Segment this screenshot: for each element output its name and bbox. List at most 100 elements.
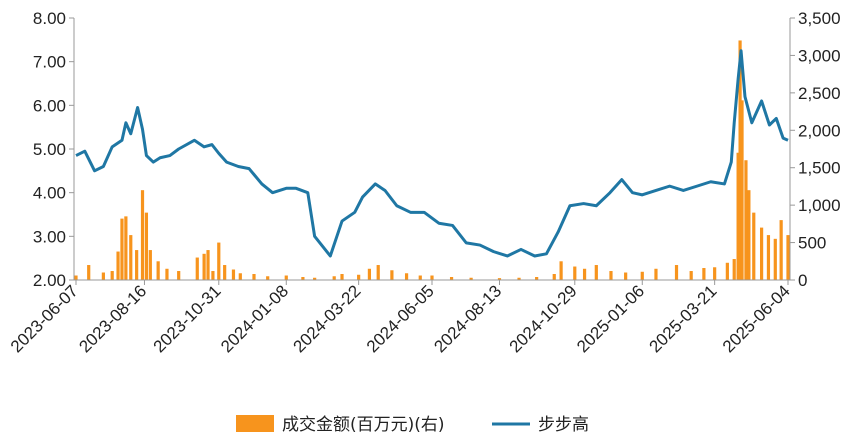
y-right-tick-label-6: 3,000 <box>798 46 841 65</box>
volume-bar-22 <box>238 273 242 280</box>
volume-bar-17 <box>206 250 210 280</box>
y-left-tick-label-0: 2.00 <box>33 271 66 290</box>
y-left-tick-label-1: 3.00 <box>33 227 66 246</box>
volume-bar-47 <box>609 271 613 280</box>
volume-bar-32 <box>376 265 380 280</box>
volume-bar-54 <box>713 267 717 280</box>
volume-bar-23 <box>252 274 256 280</box>
volume-bar-2 <box>101 272 105 280</box>
volume-bar-13 <box>165 268 169 280</box>
volume-bar-45 <box>582 268 587 280</box>
volume-bar-38 <box>469 277 473 280</box>
volume-bar-40 <box>517 277 521 280</box>
y-right-tick-label-0: 0 <box>798 271 807 290</box>
volume-bar-7 <box>129 235 133 280</box>
y-left-tick-label-5: 7.00 <box>33 53 66 72</box>
x-tick-label-6: 2024-08-13 <box>430 281 505 356</box>
y-left-tick-label-2: 4.00 <box>33 184 66 203</box>
volume-bar-37 <box>449 277 454 280</box>
volume-bar-63 <box>759 227 764 280</box>
y-right-tick-label-4: 2,000 <box>798 121 841 140</box>
volume-bar-44 <box>573 266 577 280</box>
x-tick-label-1: 2023-08-16 <box>75 281 150 356</box>
volume-bar-5 <box>120 218 124 280</box>
volume-bar-15 <box>195 257 199 280</box>
volume-bar-39 <box>497 278 502 280</box>
volume-bar-46 <box>594 265 598 280</box>
volume-bar-14 <box>177 271 181 280</box>
volume-bar-36 <box>430 275 434 280</box>
volume-bar-43 <box>559 261 563 280</box>
volume-bar-18 <box>211 271 215 280</box>
volume-bar-11 <box>148 250 152 280</box>
x-tick-label-2: 2023-10-31 <box>150 281 225 356</box>
x-tick-label-7: 2024-10-29 <box>506 281 581 356</box>
volume-bar-8 <box>135 250 139 280</box>
y-right-tick-label-2: 1,000 <box>798 196 841 215</box>
volume-bar-61 <box>747 190 751 280</box>
volume-bar-34 <box>404 273 409 280</box>
volume-bar-52 <box>689 271 693 280</box>
volume-bar-20 <box>223 265 227 280</box>
volume-bar-4 <box>116 251 120 280</box>
volume-bar-9 <box>140 190 145 280</box>
volume-bar-0 <box>74 275 78 280</box>
y-left-tick-label-3: 5.00 <box>33 140 66 159</box>
volume-bar-31 <box>367 268 372 280</box>
y-left-tick-label-6: 8.00 <box>33 9 66 28</box>
volume-bar-27 <box>313 277 317 280</box>
volume-bar-3 <box>110 271 114 280</box>
y-left-tick-label-4: 6.00 <box>33 96 66 115</box>
volume-bar-12 <box>156 261 160 280</box>
volume-bar-50 <box>654 268 658 280</box>
volume-bar-6 <box>124 216 128 280</box>
volume-bar-30 <box>357 274 361 280</box>
volume-bar-67 <box>786 235 790 280</box>
legend-label-volume: 成交金额(百万元)(右) <box>282 415 445 435</box>
volume-bar-62 <box>752 212 756 280</box>
x-tick-label-8: 2025-01-06 <box>573 281 648 356</box>
x-tick-label-9: 2025-03-21 <box>646 281 721 356</box>
y-right-tick-label-3: 1,500 <box>798 159 841 178</box>
volume-bar-64 <box>766 235 771 280</box>
volume-bar-58 <box>738 40 742 281</box>
x-tick-label-4: 2024-03-22 <box>290 281 365 356</box>
price-line <box>75 49 789 258</box>
volume-bar-16 <box>202 253 206 280</box>
x-tick-label-10: 2025-06-04 <box>719 281 794 356</box>
y-right-tick-label-1: 500 <box>798 234 826 253</box>
x-tick-label-3: 2024-01-08 <box>217 281 292 356</box>
volume-bar-51 <box>674 265 679 280</box>
legend: 成交金额(百万元)(右) 步步高 <box>236 415 589 435</box>
volume-bar-65 <box>773 238 777 280</box>
volume-bar-42 <box>552 274 556 280</box>
volume-bar-66 <box>779 220 783 280</box>
volume-bar-53 <box>702 268 706 280</box>
volume-bars <box>74 40 790 281</box>
volume-bar-25 <box>284 275 288 280</box>
x-tick-label-5: 2024-06-05 <box>363 281 438 356</box>
volume-bar-55 <box>725 262 729 280</box>
y-right-tick-label-7: 3,500 <box>798 9 841 28</box>
volume-bar-19 <box>217 242 221 280</box>
y-right-tick-label-5: 2,500 <box>798 84 841 103</box>
volume-bar-26 <box>301 277 305 280</box>
volume-bar-56 <box>732 259 736 280</box>
volume-bar-35 <box>418 275 422 280</box>
volume-bar-28 <box>332 276 336 280</box>
volume-bar-41 <box>535 277 539 280</box>
volume-bar-29 <box>340 274 344 280</box>
volume-bar-49 <box>640 271 644 280</box>
x-tick-label-0: 2023-06-07 <box>7 281 82 356</box>
volume-bar-33 <box>390 270 394 280</box>
legend-swatch-volume <box>236 415 274 432</box>
volume-bar-59 <box>740 100 744 280</box>
volume-bar-21 <box>231 269 236 280</box>
volume-bar-57 <box>736 152 740 280</box>
volume-bar-1 <box>87 265 91 280</box>
volume-bar-24 <box>266 276 270 280</box>
price-line-layer <box>75 49 789 258</box>
volume-bar-60 <box>744 160 748 280</box>
volume-bar-48 <box>624 272 628 280</box>
